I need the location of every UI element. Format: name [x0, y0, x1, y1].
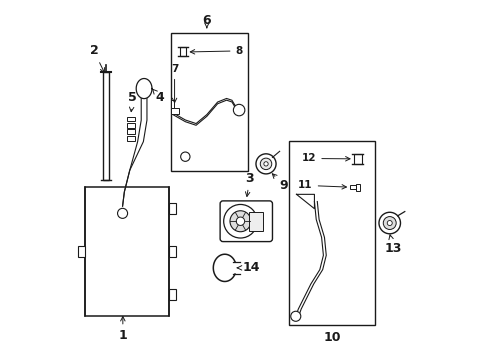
Bar — [180, 47, 186, 56]
Text: 7: 7 — [170, 64, 178, 103]
Bar — [126, 136, 135, 140]
FancyBboxPatch shape — [220, 201, 272, 242]
Bar — [171, 100, 174, 108]
Bar — [102, 72, 109, 180]
Text: 8: 8 — [190, 46, 242, 56]
Bar — [169, 203, 175, 214]
Text: 5: 5 — [128, 91, 137, 112]
Bar — [126, 123, 135, 128]
Bar — [349, 185, 355, 189]
Circle shape — [383, 217, 395, 229]
Bar — [85, 187, 169, 316]
Text: 12: 12 — [301, 153, 349, 163]
Circle shape — [255, 154, 276, 174]
Circle shape — [264, 162, 267, 166]
Bar — [355, 184, 359, 191]
Bar — [171, 33, 247, 171]
Bar — [289, 140, 375, 325]
Bar — [169, 289, 175, 300]
Circle shape — [233, 104, 244, 116]
Bar — [126, 130, 135, 134]
Bar — [169, 246, 175, 257]
Circle shape — [117, 208, 127, 219]
Circle shape — [229, 211, 250, 232]
Bar — [78, 246, 85, 257]
Bar — [126, 117, 135, 121]
Text: 6: 6 — [202, 14, 211, 27]
Text: 1: 1 — [118, 316, 127, 342]
Text: 2: 2 — [89, 44, 104, 72]
Text: 11: 11 — [298, 180, 346, 190]
Text: 3: 3 — [245, 172, 254, 197]
Circle shape — [180, 152, 190, 161]
Circle shape — [260, 158, 271, 170]
Bar — [248, 212, 262, 230]
Text: 10: 10 — [323, 331, 341, 344]
Circle shape — [236, 217, 244, 225]
Text: 14: 14 — [237, 261, 260, 274]
Bar — [171, 108, 179, 114]
Circle shape — [386, 221, 391, 226]
Text: 4: 4 — [152, 89, 164, 104]
Text: 13: 13 — [384, 235, 401, 255]
Circle shape — [223, 204, 257, 238]
Text: 9: 9 — [272, 174, 287, 192]
Circle shape — [378, 212, 400, 234]
Circle shape — [290, 311, 300, 321]
Bar — [353, 154, 361, 164]
